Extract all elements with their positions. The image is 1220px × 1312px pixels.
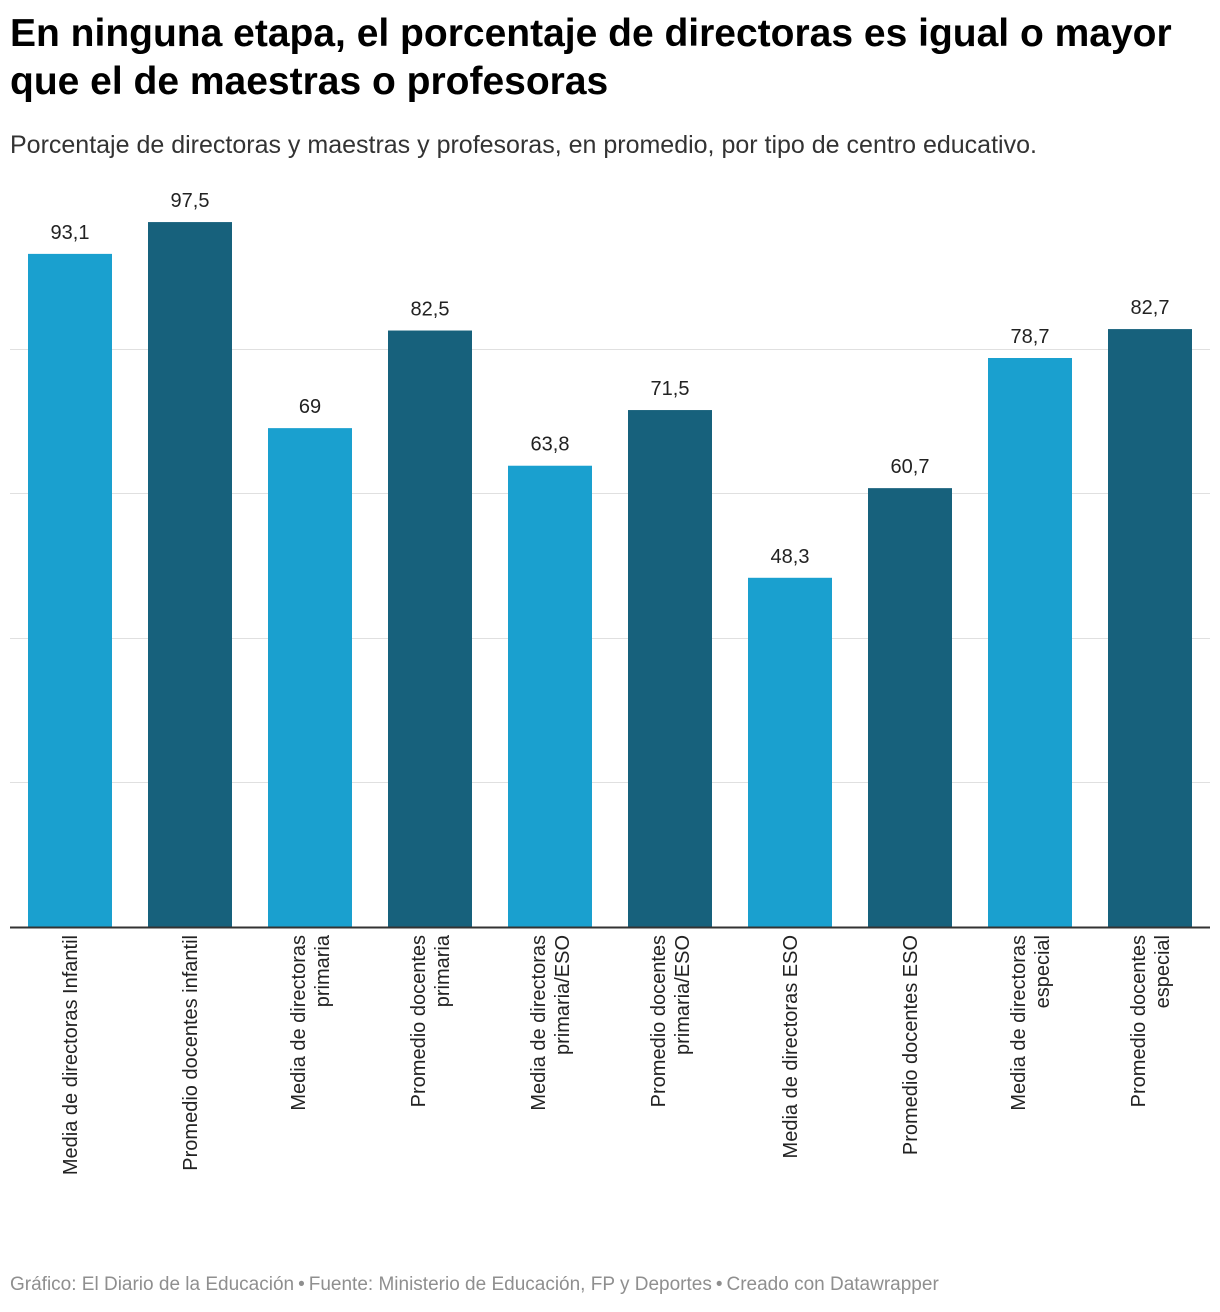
category-label-9: Media de directoras especial — [1008, 935, 1054, 1111]
bar-6 — [628, 410, 712, 927]
category-label-7: Media de directoras ESO — [780, 935, 802, 1158]
chart-subtitle: Porcentaje de directoras y maestras y pr… — [10, 131, 1037, 159]
bar-2 — [148, 222, 232, 927]
footer-separator: • — [715, 1274, 723, 1295]
value-label-1: 93,1 — [51, 222, 90, 244]
chart-title: En ninguna etapa, el porcentaje de direc… — [10, 12, 1172, 103]
value-labels: 93,1 97,5 69 82,5 63,8 71,5 48,3 60,7 78,7 82,7 — [51, 190, 1170, 568]
value-label-5: 63,8 — [531, 434, 570, 456]
bar-10 — [1108, 329, 1192, 928]
category-labels: Media de directoras Infantil Promedio doc… — [60, 934, 1174, 1175]
category-label-3: Media de directoras primaria — [288, 934, 334, 1111]
bar-chart: 93,1 97,5 69 82,5 63,8 71,5 48,3 60,7 78,7 82,7 M… — [10, 190, 1210, 1175]
value-label-4: 82,5 — [411, 299, 450, 321]
footer-separator: • — [298, 1274, 305, 1295]
category-label-line: Promedio docentes — [648, 935, 670, 1107]
value-label-10: 82,7 — [1131, 297, 1170, 319]
footer-source: Fuente: Ministerio de Educación, FP y De… — [308, 1274, 712, 1295]
category-label-line: primaria — [432, 934, 454, 1007]
category-label-line: Promedio docentes infantil — [180, 935, 202, 1171]
value-label-7: 48,3 — [771, 546, 810, 568]
bar-9 — [988, 357, 1072, 927]
bar-7 — [748, 577, 832, 927]
bar-5 — [508, 465, 592, 927]
bar-3 — [268, 428, 352, 927]
value-label-9: 78,7 — [1011, 326, 1050, 348]
value-label-3: 69 — [299, 396, 321, 418]
bar-8 — [868, 488, 952, 927]
category-label-2: Promedio docentes infantil — [180, 935, 202, 1171]
category-label-line: Media de directoras — [1008, 935, 1030, 1111]
category-label-6: Promedio docentes primaria/ESO — [648, 935, 694, 1107]
category-label-line: primaria/ESO — [672, 935, 694, 1055]
bar-4 — [388, 330, 472, 927]
category-label-5: Media de directoras primaria/ESO — [528, 935, 574, 1111]
category-label-line: Media de directoras — [288, 935, 310, 1111]
category-label-line: primaria — [312, 934, 334, 1007]
category-label-4: Promedio docentes primaria — [408, 934, 454, 1107]
category-label-line: Promedio docentes ESO — [900, 935, 922, 1155]
category-label-1: Media de directoras Infantil — [60, 935, 82, 1175]
value-label-8: 60,7 — [891, 456, 930, 478]
category-label-line: especial — [1152, 935, 1174, 1008]
category-label-line: especial — [1032, 935, 1054, 1008]
category-label-line: Media de directoras Infantil — [60, 935, 82, 1175]
bars — [28, 222, 1192, 928]
category-label-line: Media de directoras ESO — [780, 935, 802, 1158]
category-label-10: Promedio docentes especial — [1128, 935, 1174, 1107]
chart-footer: Gráfico: El Diario de la Educación • Fuent… — [10, 1272, 939, 1298]
value-label-6: 71,5 — [651, 378, 690, 400]
footer-credit: Gráfico: El Diario de la Educación — [10, 1274, 295, 1295]
category-label-line: primaria/ESO — [552, 935, 574, 1055]
category-label-line: Media de directoras — [528, 935, 550, 1111]
footer-tool: Creado con Datawrapper — [726, 1274, 939, 1295]
bar-1 — [28, 253, 112, 928]
category-label-line: Promedio docentes — [408, 935, 430, 1107]
value-label-2: 97,5 — [171, 190, 210, 212]
category-label-8: Promedio docentes ESO — [900, 935, 922, 1155]
category-label-line: Promedio docentes — [1128, 935, 1150, 1107]
